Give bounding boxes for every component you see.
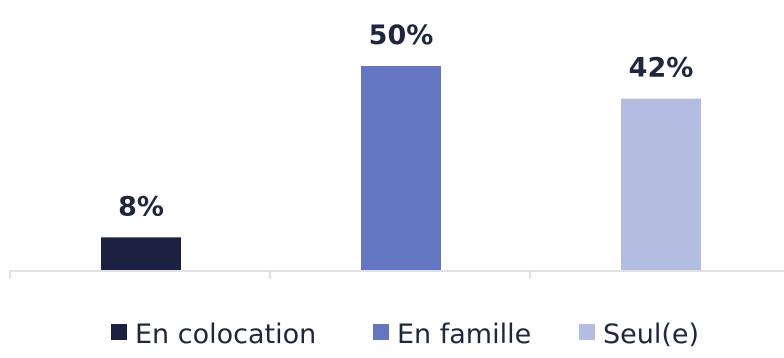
legend-item: Seul(e) [579,319,699,350]
legend-swatch [111,324,127,340]
legend: En colocation En famille Seul(e) [111,319,699,350]
legend-swatch [373,324,389,340]
legend-item: En famille [373,319,531,350]
legend-label: Seul(e) [603,319,699,350]
legend-label: En colocation [135,319,316,350]
legend-item: En colocation [111,319,316,350]
bars-layer [101,66,701,270]
bar-en-colocation [101,237,181,270]
legend-swatch [579,324,595,340]
x-axis [9,270,784,279]
data-label: 42% [629,53,694,84]
bar-seul-e [621,98,701,270]
data-label: 50% [369,20,434,51]
data-labels-layer: 8% 50% 42% [118,20,693,222]
bar-en-famille [361,66,441,270]
legend-label: En famille [397,319,531,350]
data-label: 8% [118,191,164,222]
